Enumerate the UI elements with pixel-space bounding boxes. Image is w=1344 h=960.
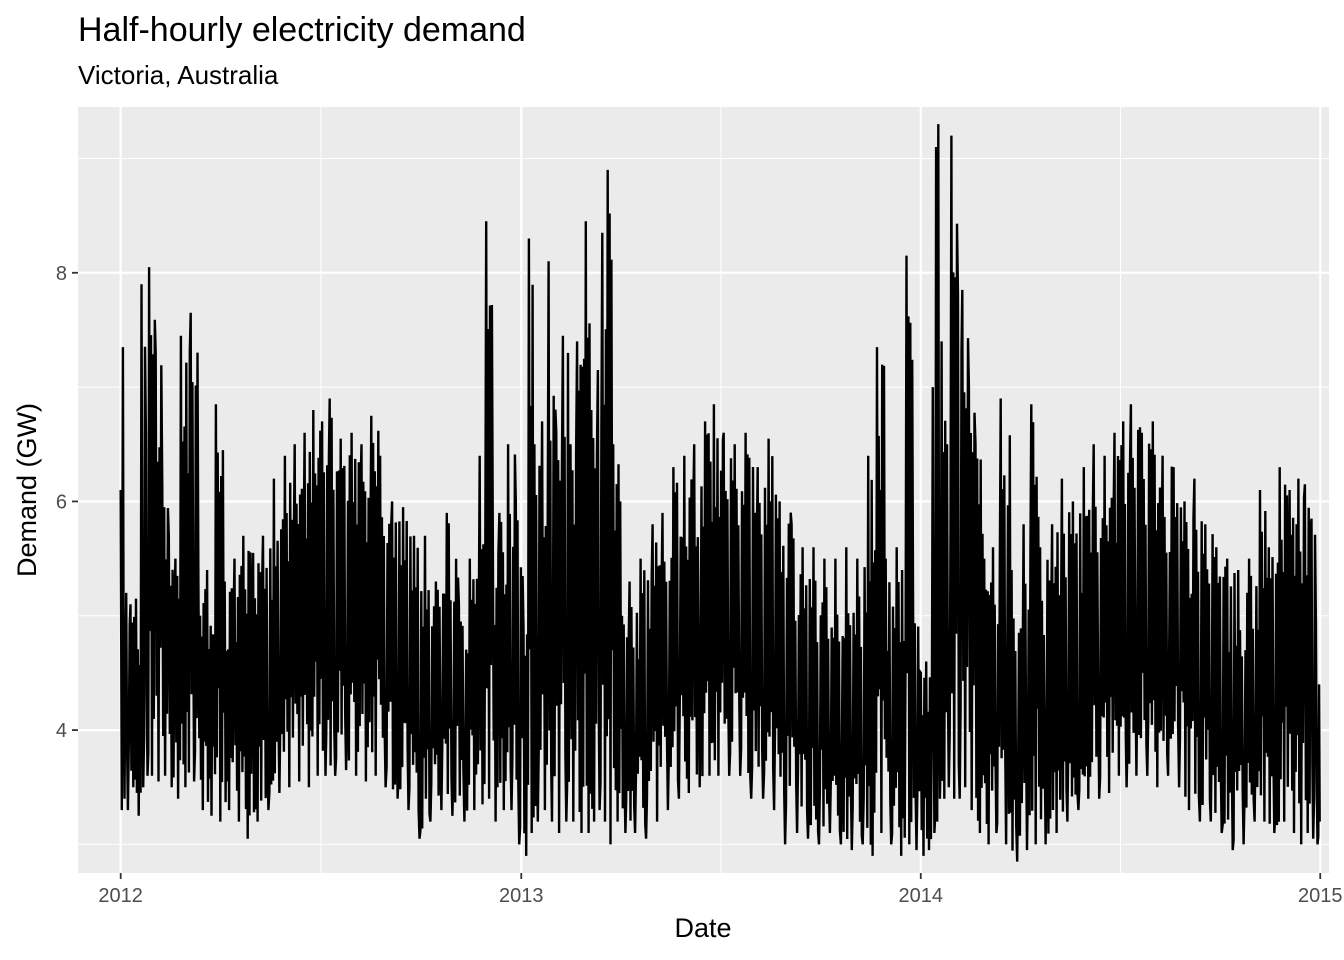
y-axis-title: Demand (GW) (12, 403, 42, 577)
series-line (119, 124, 1321, 862)
x-axis-title: Date (674, 913, 731, 943)
x-tick-label: 2013 (499, 885, 544, 907)
y-axis: 4 6 8 (56, 263, 78, 742)
y-tick-label: 8 (56, 263, 67, 285)
x-axis: 2012 2013 2014 2015 (98, 873, 1342, 907)
x-tick-label: 2014 (899, 885, 944, 907)
y-tick-label: 4 (56, 720, 67, 742)
x-tick-label: 2015 (1298, 885, 1343, 907)
chart-title: Half-hourly electricity demand (78, 11, 526, 49)
chart-subtitle: Victoria, Australia (78, 60, 279, 90)
y-tick-label: 6 (56, 491, 67, 513)
x-tick-label: 2012 (98, 885, 143, 907)
series-layer (119, 124, 1321, 862)
